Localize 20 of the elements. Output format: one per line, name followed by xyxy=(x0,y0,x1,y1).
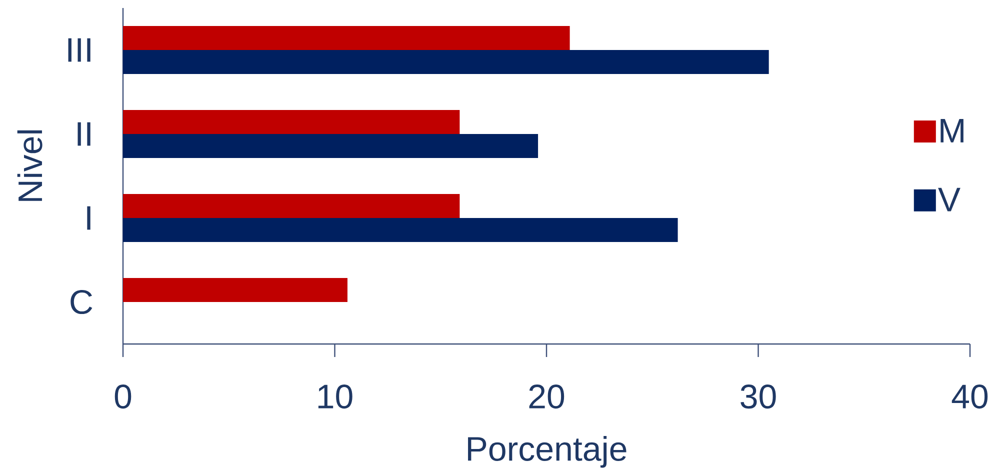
bar xyxy=(123,50,769,74)
bar xyxy=(123,26,570,50)
bar xyxy=(123,110,460,134)
bar xyxy=(123,278,348,302)
legend-label: M xyxy=(940,119,964,142)
y-tick-label: II xyxy=(78,122,90,146)
x-axis-title: Porcentaje xyxy=(468,436,626,468)
y-tick-label: C xyxy=(70,290,92,314)
x-tick-label: 0 xyxy=(114,384,132,409)
x-tick-label: 10 xyxy=(318,384,352,409)
y-tick-label: III xyxy=(68,38,90,62)
bar xyxy=(123,134,538,158)
x-tick-label: 30 xyxy=(740,384,776,409)
bar xyxy=(123,218,678,242)
x-tick-label: 20 xyxy=(529,384,564,409)
bar xyxy=(123,194,460,218)
x-tick-label: 40 xyxy=(952,384,988,409)
legend-label: V xyxy=(938,188,960,212)
y-axis-title: Nivel xyxy=(17,130,42,201)
y-tick-label: I xyxy=(87,206,90,230)
